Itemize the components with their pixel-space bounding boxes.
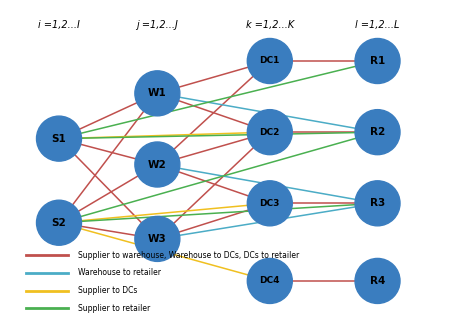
Text: DC2: DC2 — [260, 128, 280, 137]
Text: R2: R2 — [370, 127, 385, 137]
Ellipse shape — [247, 38, 292, 84]
Text: Supplier to DCs: Supplier to DCs — [78, 286, 137, 295]
Text: S1: S1 — [52, 134, 66, 144]
Text: Warehouse to retailer: Warehouse to retailer — [78, 268, 161, 277]
Text: DC3: DC3 — [260, 199, 280, 208]
Ellipse shape — [36, 200, 82, 245]
Text: DC4: DC4 — [260, 276, 280, 286]
Text: i =1,2...I: i =1,2...I — [38, 20, 80, 30]
Text: W2: W2 — [148, 160, 167, 169]
Text: j =1,2...J: j =1,2...J — [137, 20, 178, 30]
Ellipse shape — [135, 216, 180, 262]
Ellipse shape — [36, 116, 82, 161]
Text: R3: R3 — [370, 198, 385, 208]
Text: R4: R4 — [370, 276, 385, 286]
Text: R1: R1 — [370, 56, 385, 66]
Ellipse shape — [135, 142, 180, 187]
Ellipse shape — [355, 38, 400, 84]
Text: l =1,2...L: l =1,2...L — [356, 20, 400, 30]
Ellipse shape — [247, 110, 292, 155]
Ellipse shape — [355, 258, 400, 303]
Text: Supplier to warehouse, Warehouse to DCs, DCs to retailer: Supplier to warehouse, Warehouse to DCs,… — [78, 251, 299, 260]
Ellipse shape — [135, 71, 180, 116]
Text: W1: W1 — [148, 89, 167, 98]
Ellipse shape — [355, 110, 400, 155]
Text: k =1,2...K: k =1,2...K — [246, 20, 294, 30]
Text: DC1: DC1 — [260, 57, 280, 65]
Ellipse shape — [247, 258, 292, 303]
Text: S2: S2 — [52, 218, 66, 228]
Text: W3: W3 — [148, 234, 167, 244]
Text: Supplier to retailer: Supplier to retailer — [78, 304, 150, 313]
Ellipse shape — [247, 181, 292, 226]
Ellipse shape — [355, 181, 400, 226]
